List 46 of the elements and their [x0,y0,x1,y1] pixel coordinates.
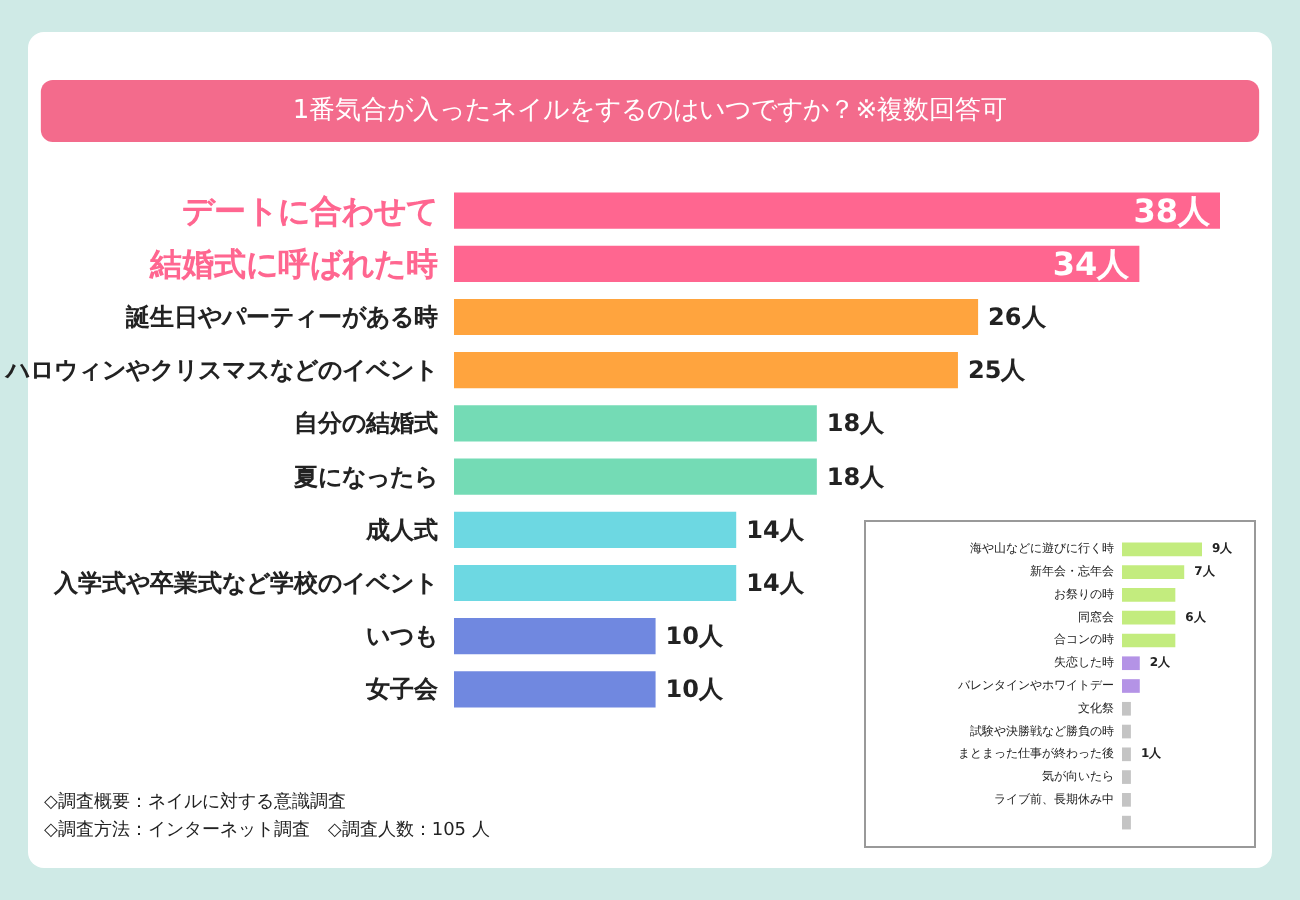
y-tick-label: 成人式 [364,515,438,544]
bar [454,618,656,655]
bar [454,352,958,389]
data-label: 18人 [826,462,887,491]
y-tick-label: 誕生日やパーティーがある時 [124,303,438,331]
bar [1122,633,1176,648]
y-tick-label: 夏になったら [292,462,438,491]
bar [1122,679,1140,693]
bar [454,192,1220,229]
bar [454,671,656,708]
bar [1122,701,1131,716]
bar [454,298,979,336]
bar [1122,610,1176,625]
y-tick-label: 女子会 [364,675,440,704]
y-tick-label: デートに合わせて [182,191,438,230]
bar [1122,565,1185,579]
bar [454,511,737,548]
bar [454,458,817,495]
chart-title: 1番気合が入ったネイルをするのはいつですか？※複数回答可 [292,96,1008,126]
y-tick-label: 入学式や卒業式など学校のイベント [52,569,438,597]
y-tick-label: 結婚式に呼ばれた時 [148,244,438,283]
bar [454,245,1140,282]
data-label: 38人 [1133,191,1212,230]
y-tick-label: 自分の結婚式 [294,409,438,438]
bar [1122,793,1131,807]
data-label: 14人 [746,515,806,544]
bar [1122,815,1131,830]
bar [454,564,737,602]
bar [1122,588,1176,602]
y-tick-label: ハロウィンやクリスマスなどのイベント [4,356,438,385]
text: ◇調査概要：ネイルに対する意識調査 [44,791,346,813]
bar [1122,542,1202,557]
data-label: 10人 [665,622,725,651]
bar [1122,724,1131,739]
bar [1122,747,1131,762]
data-label: 14人 [746,569,806,597]
y-tick-label: いつも [366,622,438,651]
data-label: 34人 [1052,244,1132,283]
bar [1122,656,1140,671]
data-label: 18人 [826,409,887,438]
data-label: 26人 [988,303,1048,331]
bar [454,405,817,442]
data-label: 25人 [967,356,1028,385]
data-label: 10人 [665,675,725,704]
text: ◇調査方法：インターネット調査 ◇調査人数：105 人 [44,819,490,841]
bar [1122,770,1131,784]
